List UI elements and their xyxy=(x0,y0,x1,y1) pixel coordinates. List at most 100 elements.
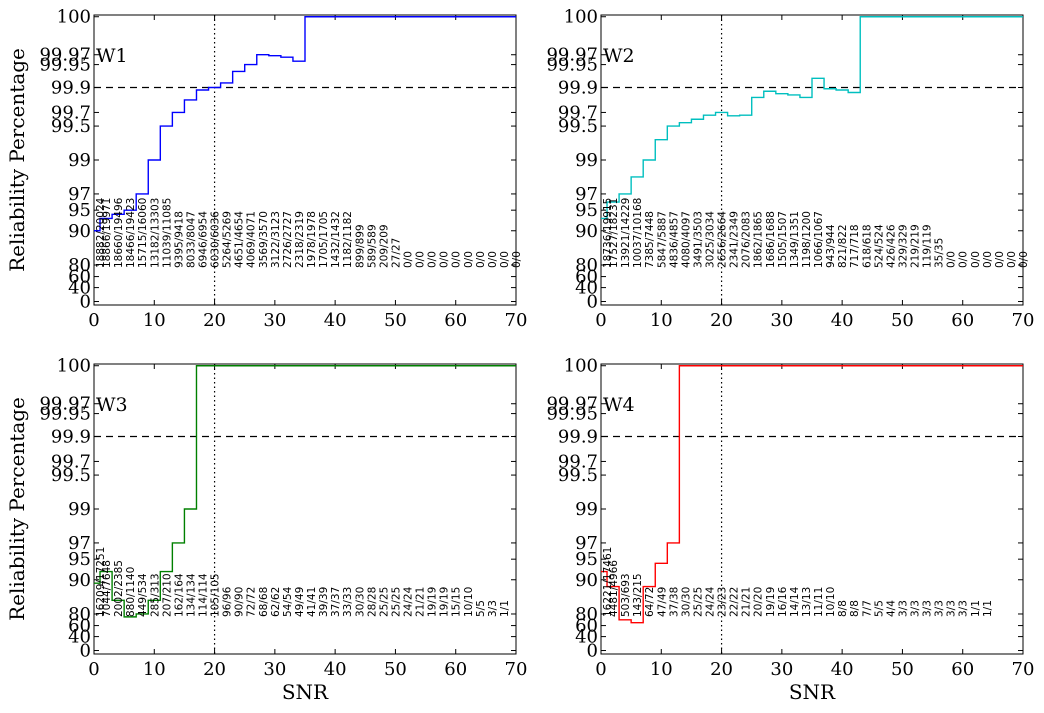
count-label: 1349/1351 xyxy=(789,211,801,268)
count-label: 1182/1182 xyxy=(342,211,354,268)
count-label: 5/5 xyxy=(873,600,885,617)
count-label: 2726/2727 xyxy=(282,211,294,268)
reliability-step-line xyxy=(601,365,1023,624)
count-label: 943/944 xyxy=(825,224,837,268)
count-label: 1978/1978 xyxy=(306,211,318,268)
y-tick-label: 40 xyxy=(575,278,598,299)
y-tick-label: 99.95 xyxy=(546,404,598,425)
panel-label: W1 xyxy=(96,45,128,67)
count-label: 7385/7448 xyxy=(644,211,656,268)
count-label: 589/589 xyxy=(366,224,378,268)
count-label: 8/8 xyxy=(849,600,861,617)
y-tick-label: 99.95 xyxy=(546,55,598,76)
y-tick-label: 99 xyxy=(575,499,598,520)
count-label: 3/3 xyxy=(934,600,946,617)
panel-w2: 0 10 20 30 40 50 60 7004060809095979999.599.799… xyxy=(546,7,1034,331)
panel-label: W4 xyxy=(603,394,635,416)
x-tick-label: 10 xyxy=(650,659,673,680)
count-label: 72/72 xyxy=(246,587,258,617)
count-label: 4080/4097 xyxy=(680,211,692,268)
count-label: 143/215 xyxy=(632,573,644,617)
x-axis-title: SNR xyxy=(789,680,836,704)
y-tick-label: 80 xyxy=(68,255,91,276)
count-label: 3/3 xyxy=(922,600,934,617)
y-tick-label: 99.7 xyxy=(558,451,598,472)
count-label: 27/27 xyxy=(390,238,402,268)
count-label: 3/3 xyxy=(958,600,970,617)
y-tick-label: 97 xyxy=(575,184,598,205)
count-label: 1505/1507 xyxy=(777,211,789,268)
y-tick-label: 40 xyxy=(68,278,91,299)
y-axis-title: Reliability Percentage xyxy=(5,397,29,621)
y-tick-label: 99.7 xyxy=(558,102,598,123)
count-label: 30/30 xyxy=(680,587,692,617)
count-label: 25/25 xyxy=(378,587,390,617)
count-label: 49/49 xyxy=(294,587,306,617)
count-label: 219/219 xyxy=(909,224,921,268)
count-label: 37/38 xyxy=(668,587,680,617)
count-label: 68/68 xyxy=(258,587,270,617)
count-label: 821/822 xyxy=(837,224,849,268)
y-tick-label: 99.5 xyxy=(558,465,598,486)
count-label: 35/35 xyxy=(934,238,946,268)
x-tick-label: 30 xyxy=(263,310,286,331)
count-label: 0/0 xyxy=(982,251,994,268)
count-label: 207/210 xyxy=(161,573,173,617)
reliability-step-line xyxy=(601,16,1023,220)
x-tick-label: 70 xyxy=(1012,659,1035,680)
x-tick-label: 0 xyxy=(595,659,606,680)
count-label: 17527/18231 xyxy=(608,198,620,268)
x-tick-label: 30 xyxy=(770,659,793,680)
count-label: 47/49 xyxy=(656,587,668,617)
count-label: 119/119 xyxy=(922,224,934,268)
x-axis-title: SNR xyxy=(282,680,329,704)
count-label: 1066/1067 xyxy=(813,211,825,268)
y-tick-label: 40 xyxy=(68,627,91,648)
count-label: 64/72 xyxy=(644,587,656,617)
y-tick-label: 99.9 xyxy=(558,78,598,99)
count-label: 503/693 xyxy=(620,573,632,617)
y-tick-label: 60 xyxy=(575,616,598,637)
count-label: 1/1 xyxy=(982,600,994,617)
x-tick-label: 50 xyxy=(384,659,407,680)
count-label: 0/0 xyxy=(475,251,487,268)
count-label: 449/534 xyxy=(137,573,149,617)
count-label: 18866/19971 xyxy=(101,198,113,268)
count-label: 18466/19423 xyxy=(125,198,137,268)
count-label: 524/524 xyxy=(873,224,885,268)
count-label: 90/90 xyxy=(234,587,246,617)
count-label: 3/3 xyxy=(487,600,499,617)
y-tick-label: 99.95 xyxy=(39,404,91,425)
count-label: 10/10 xyxy=(825,587,837,617)
y-tick-label: 99.5 xyxy=(51,116,91,137)
count-label: 39/39 xyxy=(318,587,330,617)
y-axis-title: Reliability Percentage xyxy=(5,48,29,272)
count-label: 0/0 xyxy=(946,251,958,268)
count-label: 1198/1200 xyxy=(801,211,813,268)
count-label: 8033/8047 xyxy=(185,211,197,268)
count-label: 0/0 xyxy=(994,251,1006,268)
count-label: 19/19 xyxy=(439,587,451,617)
y-tick-label: 40 xyxy=(575,627,598,648)
x-tick-label: 10 xyxy=(143,659,166,680)
y-tick-label: 99.5 xyxy=(558,116,598,137)
x-tick-label: 70 xyxy=(505,310,528,331)
y-tick-label: 97 xyxy=(68,533,91,554)
panel-w3: 0 10 20 30 40 50 60 7004060809095979999.599.799… xyxy=(5,356,527,704)
x-tick-label: 40 xyxy=(831,310,854,331)
count-label: 13921/14229 xyxy=(620,198,632,268)
count-label: 20/20 xyxy=(753,587,765,617)
count-label: 0/0 xyxy=(958,251,970,268)
y-tick-label: 95 xyxy=(68,549,91,570)
count-label: 0/0 xyxy=(439,251,451,268)
count-label: 5847/5887 xyxy=(656,211,668,268)
y-tick-label: 60 xyxy=(68,267,91,288)
y-tick-label: 99.9 xyxy=(51,78,91,99)
count-label: 3/3 xyxy=(897,600,909,617)
count-label: 880/1140 xyxy=(125,567,137,617)
count-label: 11039/11085 xyxy=(161,198,173,268)
count-label: 96/96 xyxy=(222,586,234,617)
count-label: 25/25 xyxy=(692,587,704,617)
y-tick-label: 97 xyxy=(68,184,91,205)
y-tick-label: 90 xyxy=(575,570,598,591)
